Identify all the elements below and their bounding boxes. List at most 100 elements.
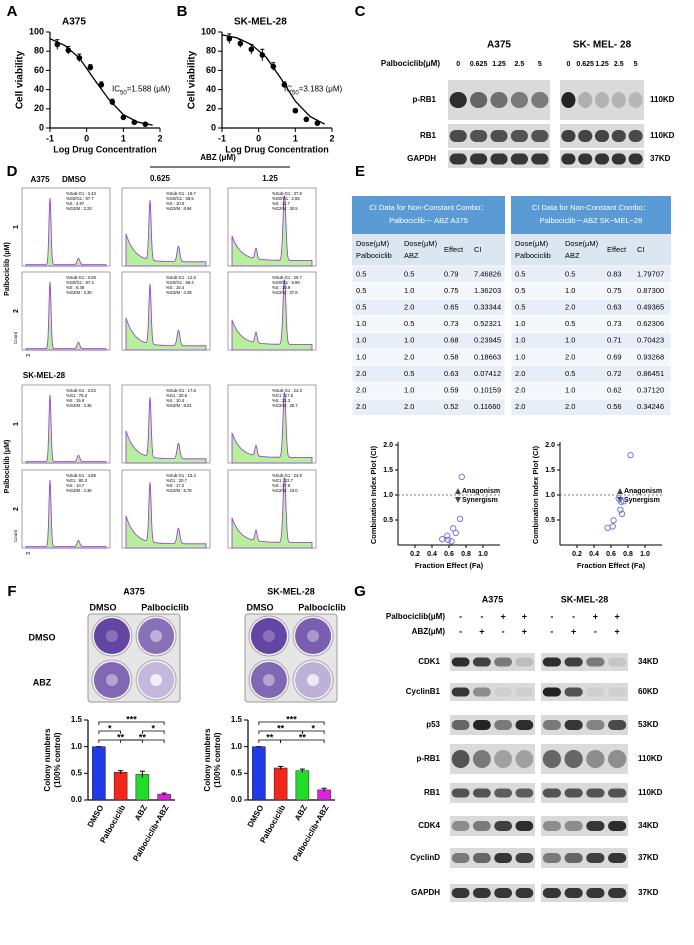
column-label: 1.25 [262,174,278,183]
band [472,750,491,768]
data-point [259,52,266,58]
significance-label: *** [126,714,137,724]
table-cell: 0.58 [444,352,459,361]
column-header [511,234,671,266]
table-cell: 1.0 [404,286,414,295]
band [542,720,562,730]
table-cell: 2.0 [404,352,414,361]
bar [273,767,288,801]
significance-bracket [98,721,165,725]
data-point [131,119,138,126]
flow-stat: %S : 10.7 [66,483,85,488]
table-cell: 0.10159 [474,385,501,394]
blot [541,653,628,671]
band [451,657,470,667]
row-label: 1 [13,422,20,426]
x-tick-label: 1.0 [640,551,650,558]
significance-bracket [258,721,325,725]
data-point [617,506,624,513]
bar [113,772,128,801]
x-tick-label: 0.2 [572,551,582,558]
band [586,657,605,667]
column-header-text: Effect [607,245,627,254]
column-label: Palbociclib [298,602,346,612]
y-tick-label: 0.5 [231,768,243,777]
band [542,821,562,831]
column-header-text: CI [637,245,645,254]
flow-stat: %S : 15.9 [66,398,85,403]
sign-label: + [522,611,527,621]
band [542,687,562,697]
table-cell: 0.52 [444,402,459,411]
x-tick-label: 0.8 [461,551,471,558]
significance-label: ** [277,723,285,733]
band [578,153,593,165]
band [472,687,491,697]
flow-stat: %Sub-G1 : 17.8 [166,388,196,393]
data-point [226,35,233,42]
dose-label: 5 [634,61,638,68]
panel-letter: D [7,163,18,180]
sign-label: + [522,626,527,636]
group-name: SK-MEL-28 [267,586,315,596]
data-point [448,538,455,545]
axis-label: PI [26,353,30,358]
flow-stat: %G2/M : 3.38 [66,488,92,493]
band [607,821,627,831]
blot [541,816,628,836]
histogram [231,194,313,267]
data-point [458,473,465,481]
sign-label: - [480,611,483,621]
y-tick-label: 20 [206,103,216,113]
column-header-text: Dose(μM) [356,239,390,248]
data-point [456,515,464,522]
axis-label: Combination Index Plot (CI) [369,445,378,544]
y-tick-label: 100 [201,26,216,36]
flow-stat: %Sub-G1 : 24.9 [272,473,302,478]
table-cell: 1.79707 [637,269,664,278]
band [542,750,562,768]
flow-stat: %G0/G1 : 8.96 [272,280,300,285]
histogram [25,197,107,267]
table-cell: 2.0 [515,385,525,394]
significance-label: * [108,723,112,733]
band [607,687,627,697]
y-tick-label: 1.5 [545,467,555,474]
sign-label: - [572,611,575,621]
group-name: A375 [482,594,504,604]
band [451,853,470,863]
data-point [303,116,310,123]
significance-label: * [151,723,155,733]
band [564,657,583,667]
data-point [610,517,617,524]
x-tick-label: 0 [256,133,261,143]
y-tick-label: 0.0 [71,795,83,804]
column-header [352,234,505,266]
data-point [281,82,288,88]
data-point [450,525,457,532]
histogram [25,281,107,351]
blot [450,884,535,902]
band [451,720,470,730]
column-header-text: Dose(μM) [404,239,438,248]
well-center [105,674,118,686]
data-point [314,120,321,126]
axis-label: Fraction Effect (Fa) [415,561,484,570]
axis-label: Cell viability [187,50,198,109]
data-point [452,529,459,537]
row-label: RB1 [424,788,441,797]
flow-stat: %Sub-G1 : 24.3 [272,388,302,393]
annotation: Anagonism [624,488,662,495]
band [515,750,534,768]
column-label: DMSO [62,175,86,184]
annotation: Synergism [462,497,498,504]
band [594,153,610,165]
x-tick-label: 0.6 [606,551,616,558]
y-tick-label: 0 [39,122,44,132]
blot [541,848,628,868]
group-name: SK-MEL-28 [561,594,609,604]
dose-label: 1.25 [492,61,506,68]
table-cell: 0.71 [607,336,622,345]
row-label: CyclinD [410,853,440,862]
